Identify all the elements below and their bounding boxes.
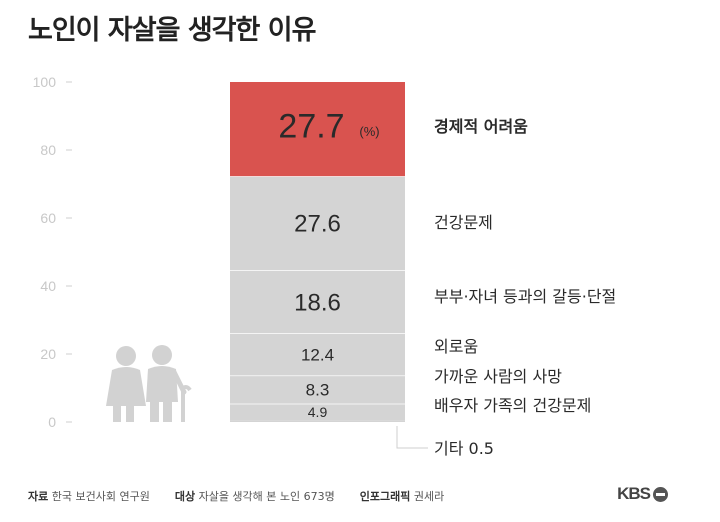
target-label: 대상 [174, 490, 196, 503]
segment-value-label: 27.7 [278, 108, 344, 146]
footer: 자료 한국 보건사회 연구원 대상 자살을 생각해 본 노인 673명 인포그래… [28, 488, 444, 504]
stacked-bar-chart: 100 80 60 40 20 0 기타 0.5 4.9 배우자 가족의 건강문제 8.3 가까운… [33, 74, 617, 458]
credit-label: 인포그래픽 [359, 490, 411, 503]
category-label: 배우자 가족의 건강문제 [434, 396, 591, 415]
leader-line [396, 426, 428, 449]
bar-segment [230, 403, 405, 421]
kbs-logo-mark-icon [653, 486, 668, 502]
kbs-logo: KBS [617, 484, 668, 504]
y-tick-label: 100 [33, 74, 57, 90]
category-label: 기타 0.5 [434, 439, 494, 458]
category-label: 경제적 어려움 [434, 117, 528, 136]
elderly-couple-icon [106, 345, 192, 422]
y-tick-label: 20 [40, 346, 56, 362]
segment-value-label: 27.6 [294, 211, 341, 238]
segment-value-label: 12.4 [301, 345, 334, 364]
bar-segment [230, 420, 405, 422]
category-label: 외로움 [434, 337, 478, 356]
segment-value-label: 18.6 [294, 289, 341, 316]
source-text: 한국 보건사회 연구원 [51, 490, 150, 503]
y-tick-label: 60 [40, 210, 56, 226]
bar-segment [230, 333, 405, 376]
segment-value-label: 4.9 [308, 404, 328, 420]
y-tick-label: 40 [40, 278, 56, 294]
segment-value-label: 8.3 [306, 381, 330, 400]
y-tick-label: 0 [48, 414, 56, 430]
kbs-logo-text: KBS [617, 484, 651, 503]
target-text: 자살을 생각해 본 노인 673명 [198, 490, 335, 503]
bar-segment [230, 82, 405, 177]
bar-segment [230, 270, 405, 334]
bar-segment [230, 176, 405, 271]
chart-title: 노인이 자살을 생각한 이유 [28, 15, 316, 46]
y-tick-label: 80 [40, 142, 56, 158]
category-label: 건강문제 [434, 213, 493, 232]
category-label: 부부·자녀 등과의 갈등·단절 [434, 287, 616, 306]
source-label: 자료 [28, 490, 49, 503]
credit-text: 권세라 [413, 490, 445, 503]
unit-label: (%) [359, 124, 379, 139]
category-label: 가까운 사람의 사망 [434, 367, 562, 386]
bar-segment [230, 375, 405, 404]
